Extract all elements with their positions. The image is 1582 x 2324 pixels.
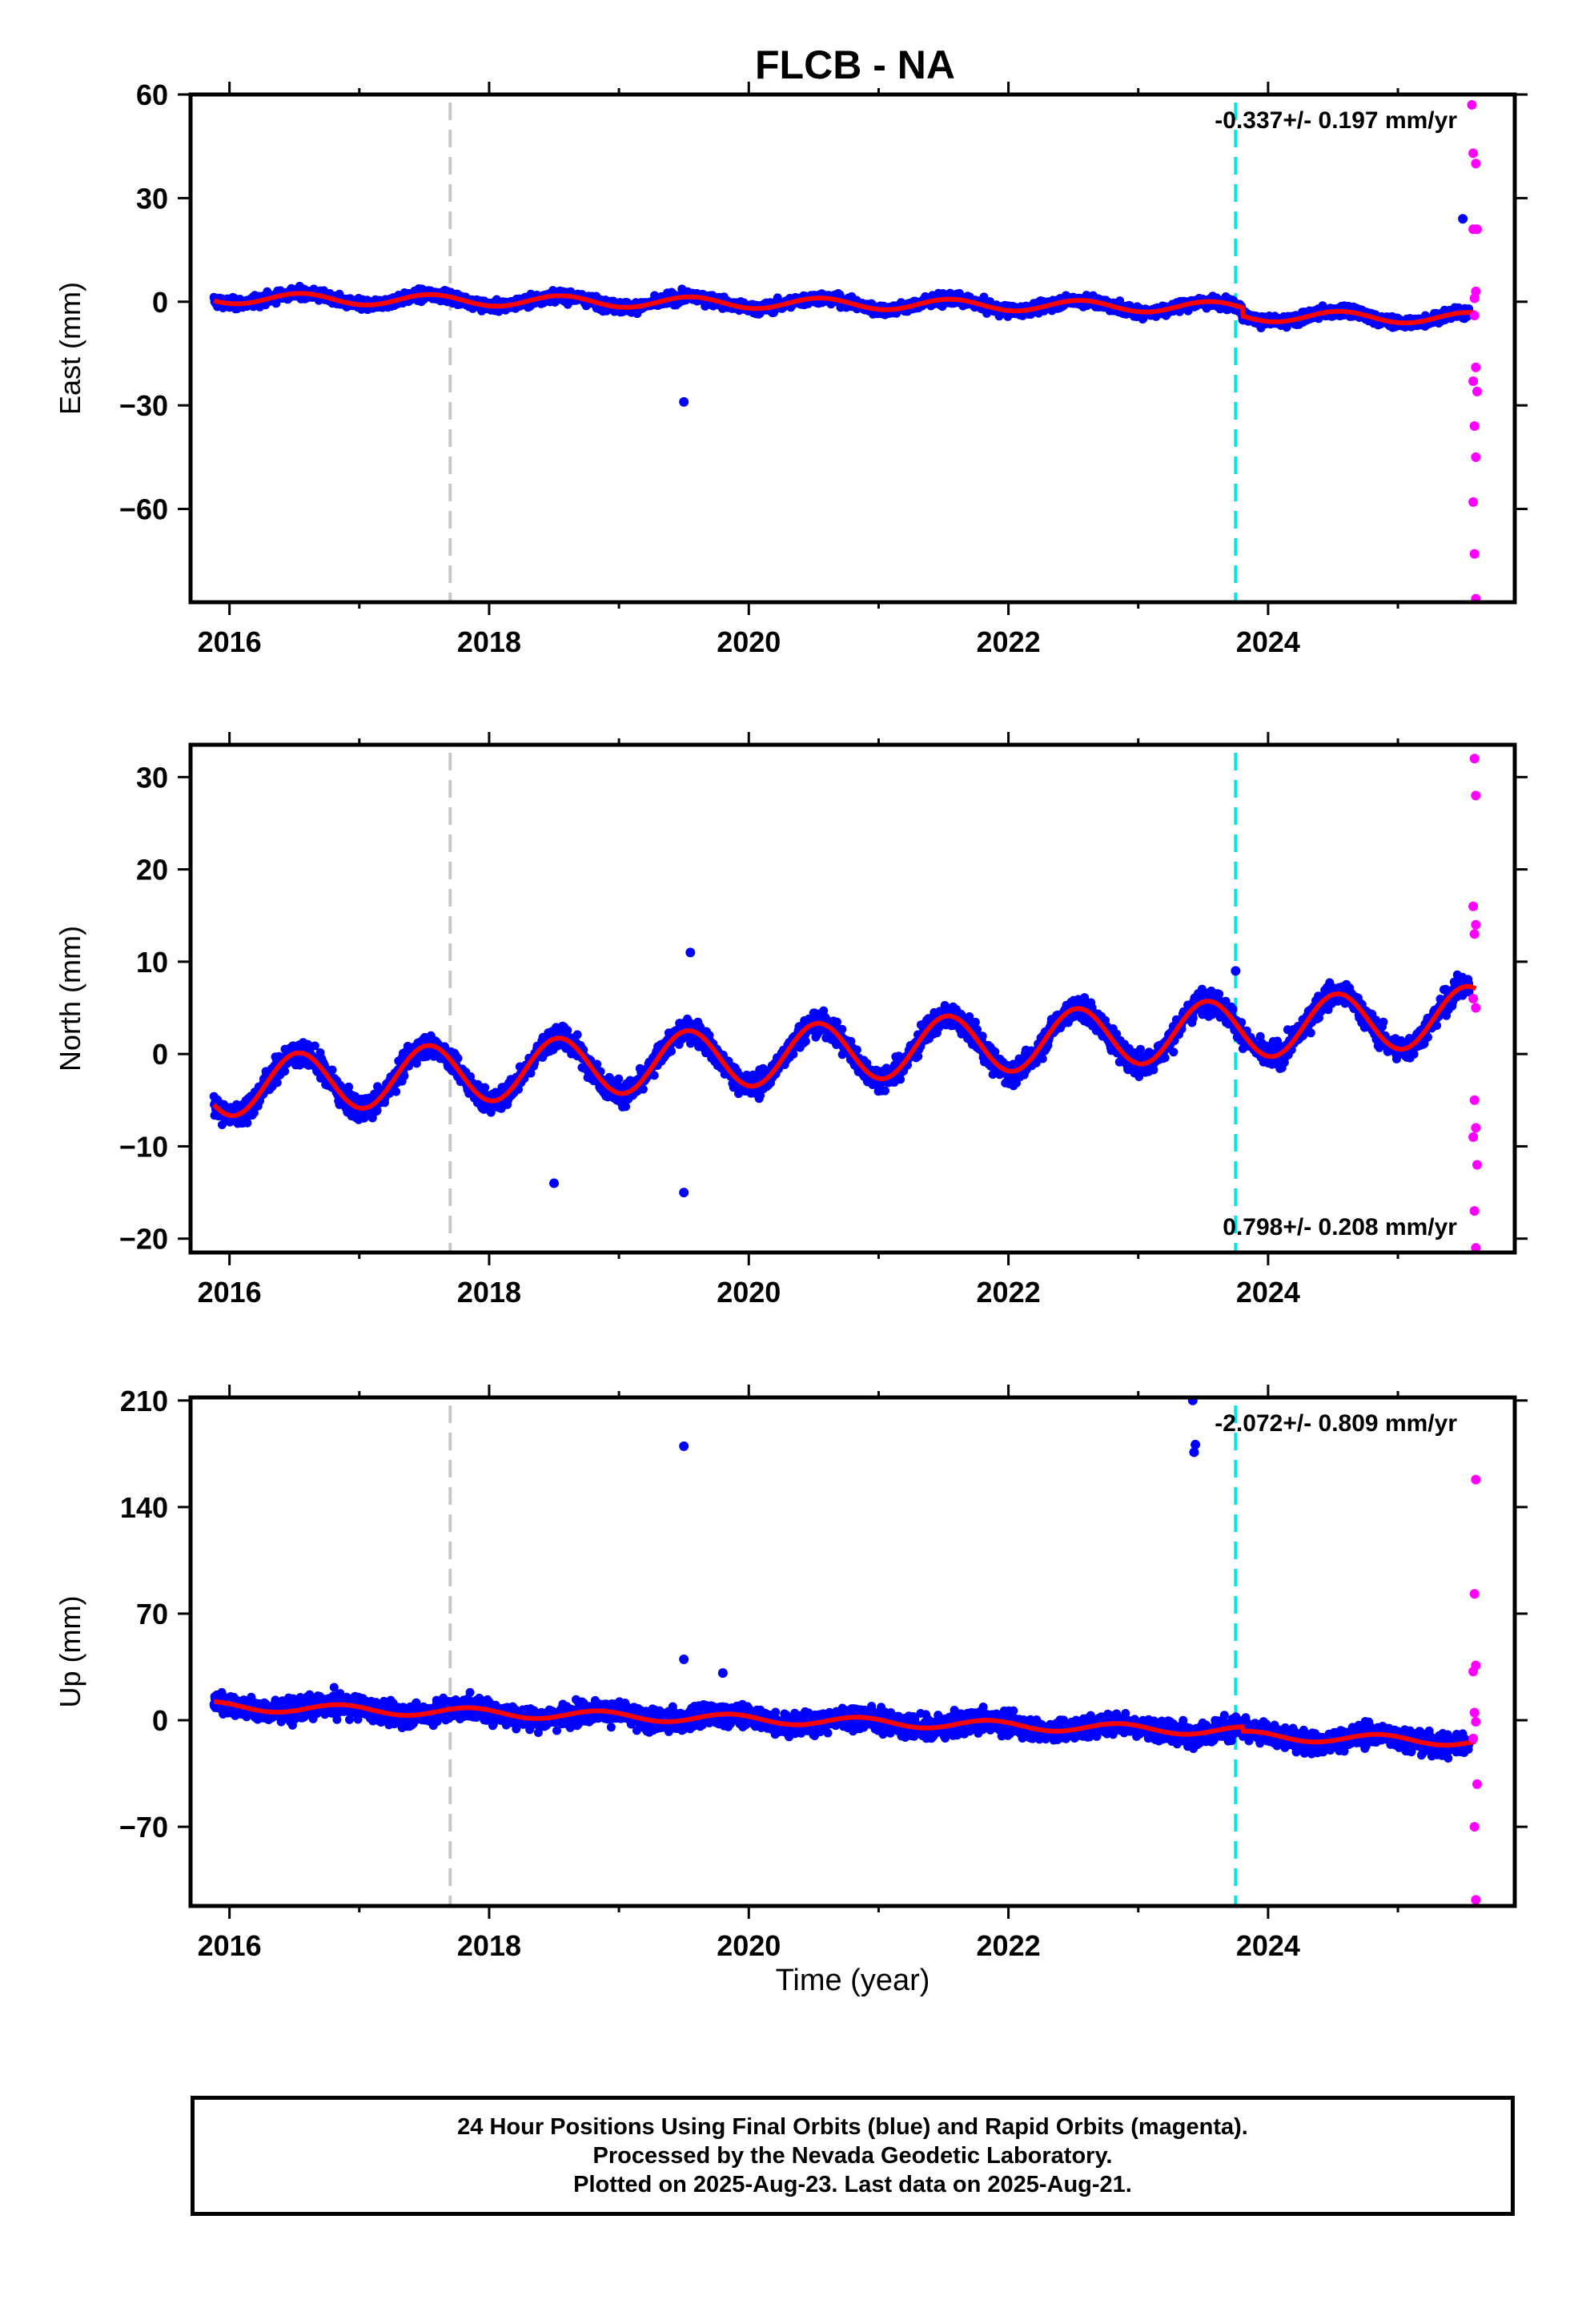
x-tick-label: 2024: [1236, 625, 1300, 658]
final-orbit-points: [209, 214, 1474, 407]
rapid-point: [1471, 362, 1481, 372]
rapid-point: [1471, 452, 1481, 462]
rapid-point: [1469, 311, 1480, 321]
final-point-outlier: [1458, 214, 1468, 224]
rapid-point: [1471, 286, 1481, 296]
final-point-outlier: [679, 396, 689, 407]
rate-annotation: -0.337+/- 0.197 mm/yr: [1215, 107, 1457, 134]
rapid-point: [1469, 549, 1480, 559]
rapid-point: [1467, 99, 1477, 110]
rapid-point: [1469, 421, 1480, 432]
panel-0: 2016 2018 2020 2022 2024 60 30 0 −30 −60 East (mm)…: [54, 78, 1528, 658]
final-point: [621, 1102, 631, 1112]
y-tick-label: −30: [119, 389, 168, 422]
plot-frame: [188, 92, 1517, 605]
final-point: [344, 1082, 354, 1092]
x-tick-label: 2016: [198, 625, 262, 658]
y-tick-label: 0: [152, 286, 168, 319]
rapid-point: [1468, 376, 1479, 386]
final-point: [412, 1059, 421, 1068]
final-point: [400, 1072, 409, 1081]
final-point: [372, 1106, 382, 1115]
final-point: [572, 1030, 582, 1039]
x-tick-label: 2020: [717, 625, 781, 658]
final-point: [614, 1074, 624, 1084]
x-tick-label: 2022: [977, 625, 1041, 658]
y-tick-label: −60: [119, 493, 168, 526]
final-point: [280, 1067, 290, 1076]
final-point: [243, 1118, 252, 1128]
x-tick-label: 2018: [457, 625, 521, 658]
model-fit-line: [213, 291, 1476, 326]
final-point: [310, 1041, 319, 1051]
final-point: [592, 1059, 602, 1069]
rapid-point: [1471, 159, 1481, 169]
rapid-point: [1472, 386, 1482, 396]
y-tick-label: 30: [136, 182, 168, 215]
rapid-point: [1468, 148, 1479, 159]
final-point: [649, 1071, 659, 1080]
final-point: [391, 1087, 401, 1096]
final-point: [217, 1120, 227, 1129]
final-point: [453, 1054, 463, 1063]
rapid-point: [1468, 497, 1479, 507]
final-point: [272, 1078, 282, 1088]
rapid-point: [1472, 224, 1482, 235]
final-point: [638, 1084, 648, 1094]
y-tick-label: 60: [136, 78, 168, 111]
y-axis-label: East (mm): [54, 282, 86, 415]
chart-title: FLCB - NA: [755, 42, 955, 87]
final-point: [480, 1083, 490, 1092]
final-point: [327, 1065, 337, 1075]
final-point: [563, 1026, 572, 1035]
final-point: [667, 1047, 676, 1056]
